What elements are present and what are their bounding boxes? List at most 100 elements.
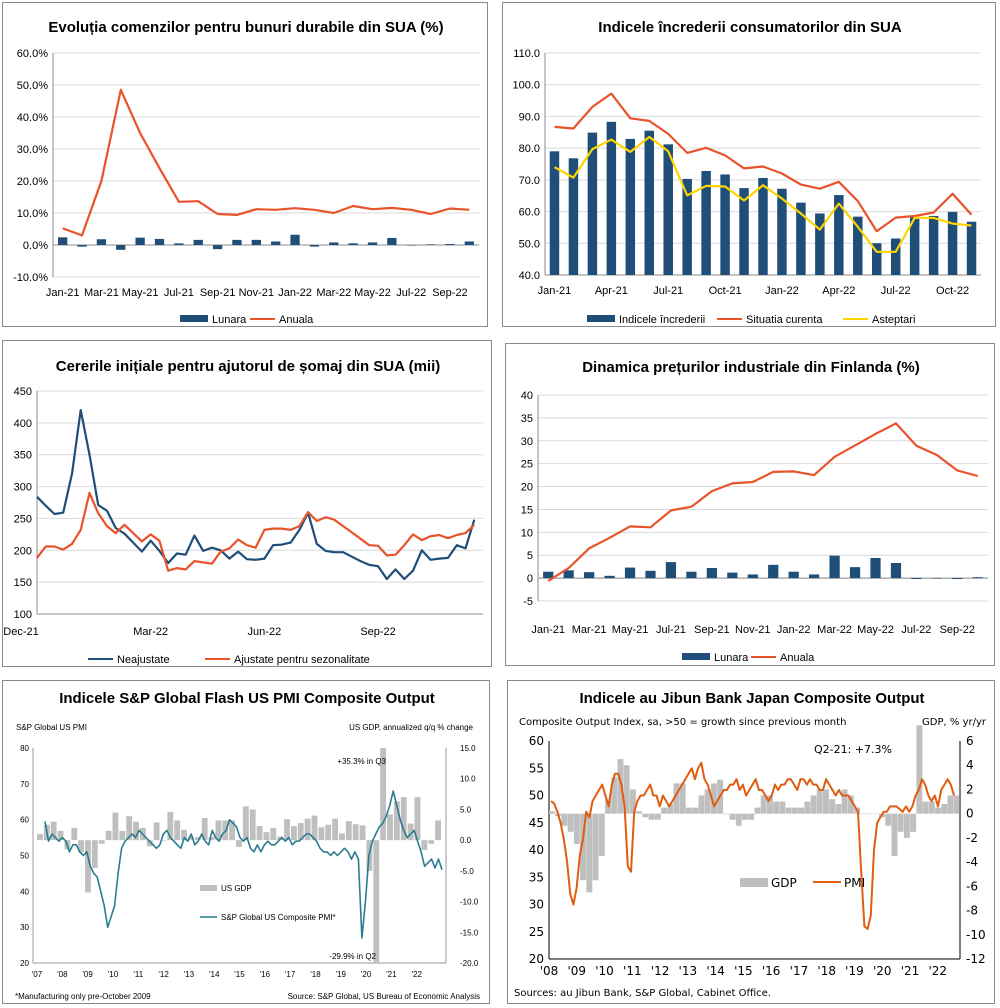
x-tick-label: '10	[108, 970, 119, 979]
bar-indicele-ncrederii	[606, 121, 617, 275]
legend: Lunara Anuala	[682, 652, 815, 664]
bar-us-gdp	[160, 840, 167, 841]
x-tick-label: Sep-22	[360, 626, 395, 638]
bar-japan-gdp	[742, 813, 748, 820]
bar-japan-gdp	[860, 813, 867, 815]
bar-us-gdp	[400, 797, 407, 841]
x-tick-label: Jan-21	[46, 287, 80, 299]
x-tick-label: May-21	[612, 624, 649, 636]
bar-indicele-ncrederii	[777, 188, 787, 275]
y-tick-label: 10	[521, 527, 533, 539]
x-tick-label: Sep-22	[432, 287, 467, 299]
bar-japan-gdp	[549, 811, 555, 814]
x-tick-label: '09	[567, 964, 586, 978]
bar-japan-gdp	[679, 783, 686, 814]
chart-us-pmi: Indicele S&P Global Flash US PMI Composi…	[2, 680, 490, 1004]
bar-lunara	[96, 239, 107, 245]
y-tick-label-left: 60	[20, 816, 29, 825]
legend-label-us-pmi: S&P Global US Composite PMI*	[221, 913, 336, 922]
bar-japan-gdp	[629, 789, 636, 814]
legend: Neajustate Ajustate pentru sezonalitate	[88, 654, 370, 666]
bar-japan-gdp	[941, 803, 948, 814]
bar-lunara	[232, 239, 242, 245]
x-tick-label: '17	[285, 970, 296, 979]
bar-japan-gdp	[841, 789, 848, 814]
durable-goods-svg: Evoluția comenzilor pentru bunuri durabi…	[13, 19, 479, 326]
legend-label-ajustate: Ajustate pentru sezonalitate	[234, 654, 370, 666]
x-tick-label: '09	[82, 970, 93, 979]
bar-japan-gdp	[773, 801, 780, 814]
x-tick-label: Nov-21	[735, 624, 770, 636]
bar-lunara	[309, 245, 320, 247]
legend-label-situatia: Situatia curenta	[746, 314, 823, 326]
legend-label-lunara: Lunara	[212, 314, 247, 326]
bar-japan-gdp	[561, 813, 568, 826]
bar-lunara	[624, 567, 636, 579]
y-tick-label-right: -10	[966, 928, 986, 942]
y-tick-label: 10.0%	[17, 208, 48, 220]
bar-lunara	[584, 572, 595, 579]
bar-japan-gdp	[636, 811, 643, 814]
bar-us-gdp	[290, 826, 297, 841]
bar-indicele-ncrederii	[834, 195, 844, 275]
y-tick-label: 5	[527, 550, 533, 562]
y-tick-label-right: -6	[966, 879, 978, 893]
left-axis-title: S&P Global US PMI	[16, 723, 87, 732]
x-tick-label: '08	[540, 964, 559, 978]
bar-japan-gdp	[910, 813, 917, 832]
y-tick-label: 35	[521, 413, 533, 425]
y-tick-label: 400	[14, 418, 32, 430]
bar-us-gdp	[359, 825, 366, 841]
legend: Lunara Anuala	[180, 314, 314, 326]
bar-us-gdp	[249, 809, 256, 841]
bar-us-gdp	[119, 830, 126, 841]
line-ajustate-pentru-sezonalitate	[36, 491, 476, 572]
annotation-q2: -29.9% in Q2	[329, 952, 376, 961]
bar-japan-gdp	[754, 807, 761, 814]
bar-us-gdp	[98, 840, 105, 844]
y-tick-label-left: 20	[529, 952, 544, 966]
bar-indicele-ncrederii	[587, 132, 598, 275]
bar-japan-gdp	[928, 801, 935, 814]
bar-us-gdp	[325, 824, 332, 841]
bar-japan-gdp	[654, 813, 661, 820]
legend-label-pmi: PMI	[844, 876, 865, 890]
x-tick-label: Jan-22	[278, 287, 312, 299]
y-tick-label-left: 45	[529, 816, 544, 830]
bar-japan-gdp	[903, 813, 910, 838]
legend-swatch-gdp	[740, 878, 768, 887]
bar-us-gdp	[91, 840, 98, 868]
bar-japan-gdp	[935, 807, 942, 814]
x-tick-label: '20	[873, 964, 892, 978]
legend-label-lunara: Lunara	[714, 652, 749, 664]
x-tick-label: '13	[184, 970, 195, 979]
x-tick-label: Jan-21	[538, 285, 572, 297]
x-tick-label: '14	[706, 964, 725, 978]
bar-indicele-ncrederii	[758, 177, 768, 275]
bar-us-gdp	[112, 812, 119, 841]
bar-lunara	[829, 555, 840, 579]
bar-us-gdp	[194, 837, 201, 841]
bar-us-gdp	[174, 820, 181, 841]
x-tick-label: '22	[411, 970, 422, 979]
y-tick-label-left: 20	[20, 959, 29, 968]
bar-lunara	[849, 567, 861, 579]
y-tick-label: 40.0%	[17, 112, 48, 124]
bar-japan-gdp	[829, 799, 836, 814]
y-tick-label: 70.0	[519, 175, 540, 187]
bar-us-gdp	[85, 840, 91, 893]
legend: Indicele încrederii Situatia curenta Ast…	[587, 314, 915, 326]
bar-us-gdp	[318, 827, 325, 841]
bar-japan-gdp	[592, 813, 599, 881]
y-tick-label: 300	[14, 482, 32, 494]
bar-japan-gdp	[642, 813, 649, 818]
x-tick-label: May-22	[857, 624, 894, 636]
bar-lunara	[931, 578, 942, 579]
bar-us-gdp	[146, 840, 153, 847]
legend-label-gdp: GDP	[771, 876, 797, 890]
y-tick-label: 40	[521, 390, 533, 402]
bar-japan-gdp	[872, 813, 879, 815]
y-tick-label: 100.0	[512, 80, 540, 92]
x-tick-label: Sep-22	[940, 624, 975, 636]
chart-title: Indicele S&P Global Flash US PMI Composi…	[59, 690, 435, 707]
